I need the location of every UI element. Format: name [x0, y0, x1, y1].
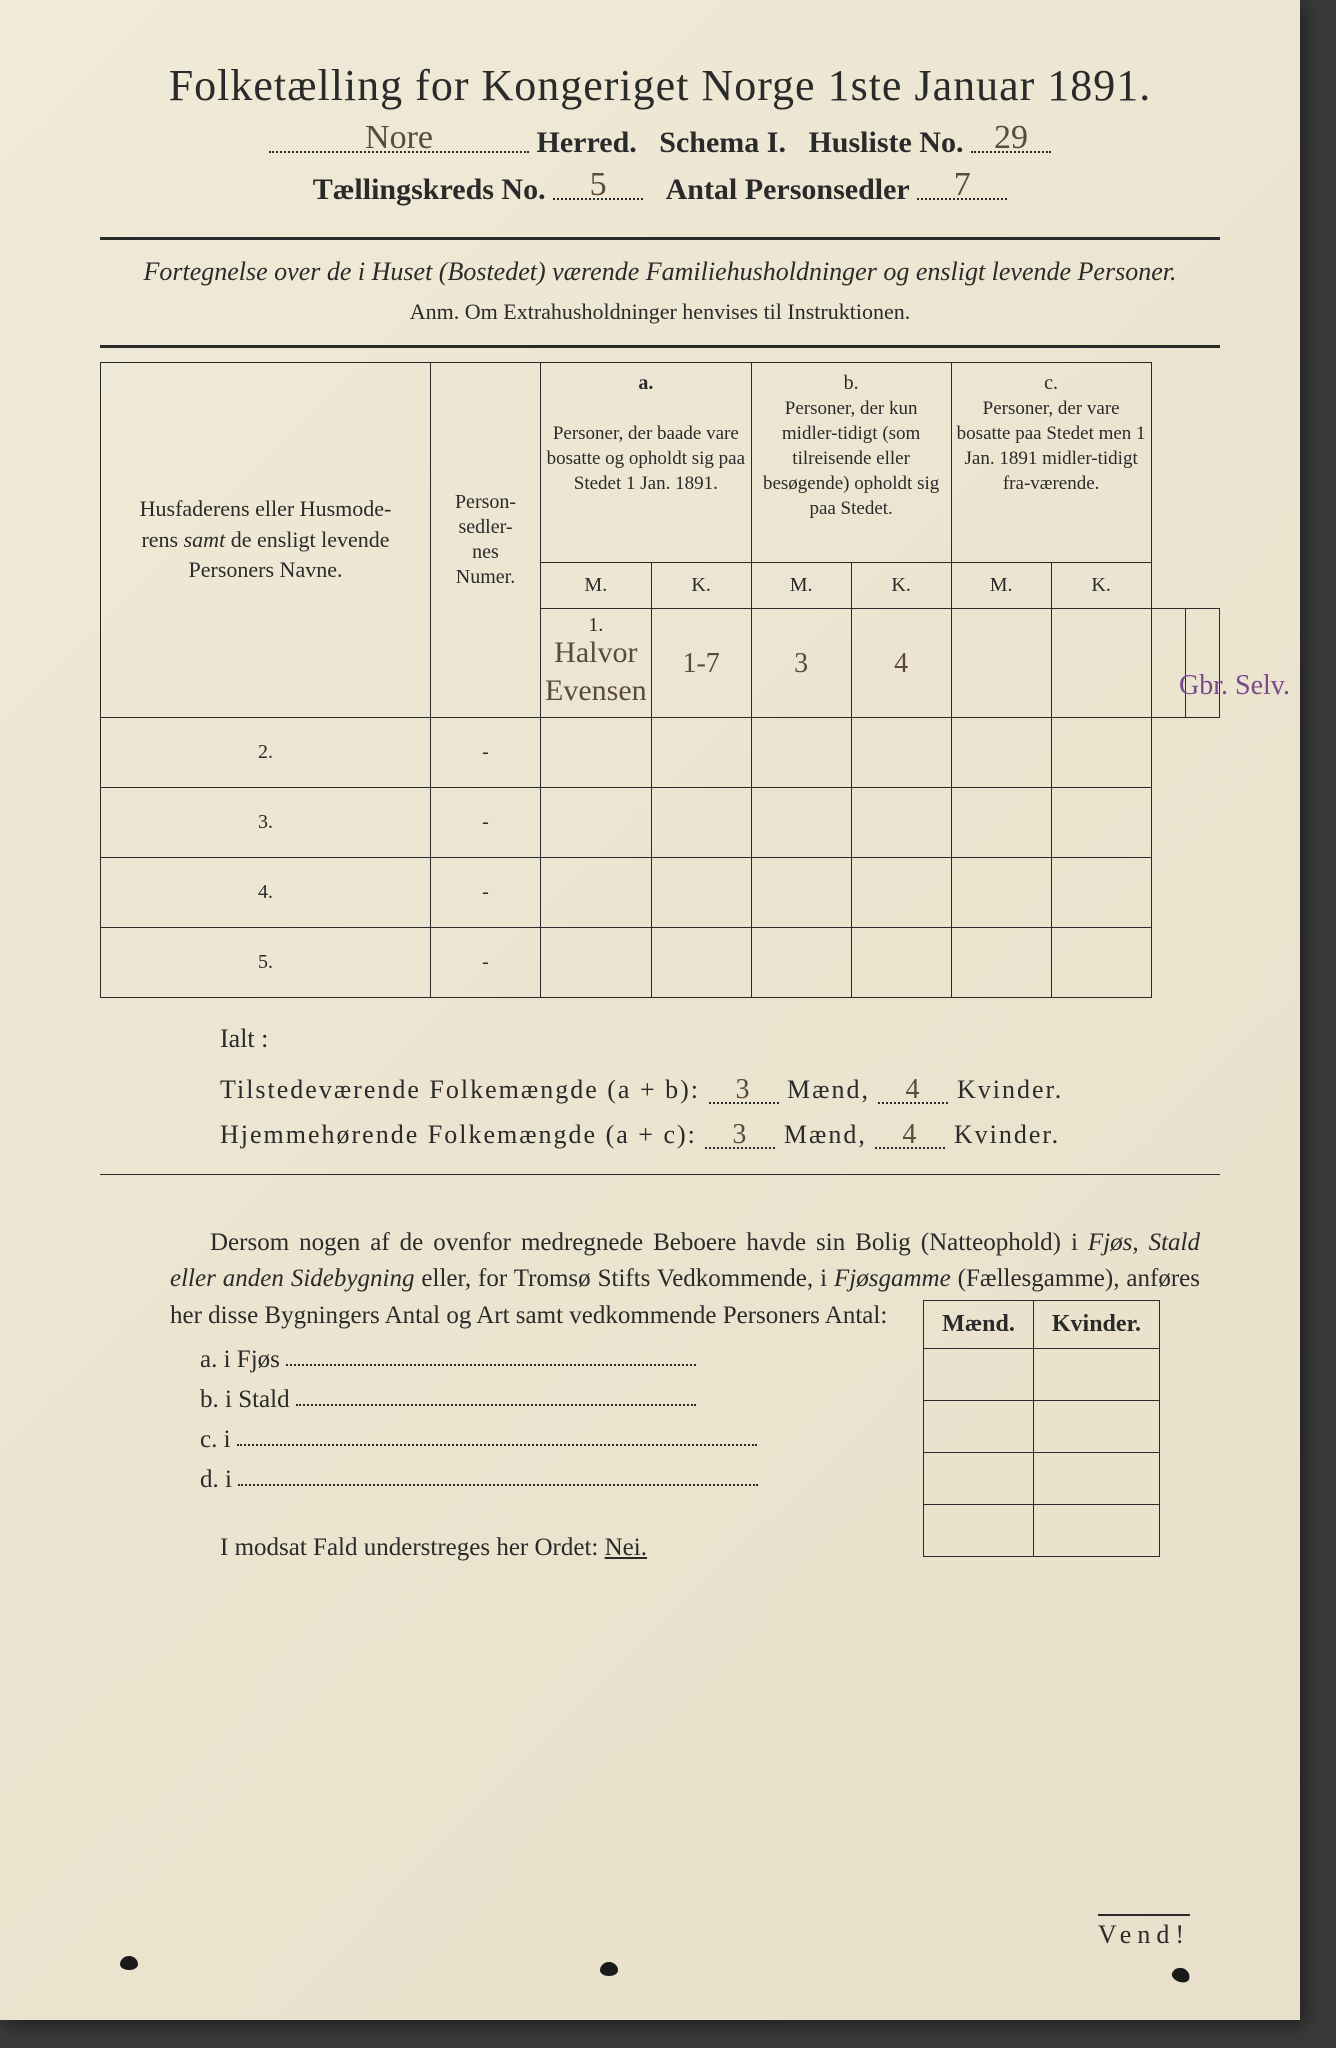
rule [100, 345, 1220, 348]
main-table: Husfaderens eller Husmode-rens samt de e… [100, 362, 1220, 998]
mk-small-table: Mænd. Kvinder. [923, 1300, 1160, 1557]
col-b-m: M. [751, 563, 851, 609]
schema-label: Schema I. [659, 126, 786, 159]
main-table-wrap: Husfaderens eller Husmode-rens samt de e… [100, 362, 1220, 998]
col-names: Husfaderens eller Husmode-rens samt de e… [101, 363, 431, 718]
col-b-k: K. [851, 563, 951, 609]
ink-blot [120, 1956, 138, 1970]
rule [100, 237, 1220, 240]
totals-line-ab: Tilstedeværende Folkemængde (a + b): 3 M… [220, 1074, 1220, 1105]
ink-blot [1170, 1965, 1192, 1984]
personsedler-label: Antal Personsedler [666, 173, 910, 206]
table-row: 4. - [101, 858, 1220, 928]
col-c-m: M. [951, 563, 1051, 609]
subtitle: Fortegnelse over de i Huset (Bostedet) v… [140, 254, 1180, 289]
row-name: Halvor Evensen [545, 636, 647, 707]
col-a-k: K. [651, 563, 751, 609]
totals-line-ac: Hjemmehørende Folkemængde (a + c): 3 Mæn… [220, 1119, 1220, 1150]
table-row: 3. - [101, 788, 1220, 858]
vend-label: Vend! [1098, 1914, 1190, 1950]
herred-label: Herred. [537, 126, 637, 159]
kreds-label: Tællingskreds No. [313, 173, 546, 206]
census-form-page: Folketælling for Kongeriget Norge 1ste J… [0, 0, 1300, 2020]
header-line-1: Nore Herred. Schema I. Husliste No. 29 [100, 123, 1220, 160]
ink-blot [600, 1962, 618, 1976]
col-b: b. Personer, der kun midler-tidigt (som … [751, 363, 951, 563]
table-row: 2. - [101, 718, 1220, 788]
anm-note: Anm. Om Extrahusholdninger henvises til … [100, 299, 1220, 325]
page-title: Folketælling for Kongeriget Norge 1ste J… [100, 60, 1220, 111]
col-c-k: K. [1051, 563, 1151, 609]
col-c: c. Personer, der vare bosatte paa Stedet… [951, 363, 1151, 563]
header-line-2: Tællingskreds No. 5 Antal Personsedler 7 [100, 170, 1220, 207]
husliste-label: Husliste No. [808, 126, 963, 159]
col-a: a. Personer, der baade vare bosatte og o… [541, 363, 752, 563]
table-row: 5. - [101, 928, 1220, 998]
small-maend: Mænd. [924, 1300, 1034, 1348]
personsedler-value: 7 [954, 166, 971, 203]
herred-value: Nore [365, 119, 433, 156]
small-kvinder: Kvinder. [1033, 1300, 1159, 1348]
side-building-list: Mænd. Kvinder. a. i Fjøs b. i Stald c. i… [200, 1346, 1200, 1494]
ialt-label: Ialt : [220, 1024, 1220, 1054]
col-numer: Person-sedler-nesNumer. [431, 363, 541, 718]
kreds-value: 5 [590, 166, 607, 203]
margin-note: Gbr. Selv. [1179, 670, 1290, 702]
husliste-value: 29 [994, 119, 1028, 156]
col-a-m: M. [541, 563, 652, 609]
rule [100, 1174, 1220, 1175]
totals-block: Ialt : Tilstedeværende Folkemængde (a + … [220, 1024, 1220, 1150]
